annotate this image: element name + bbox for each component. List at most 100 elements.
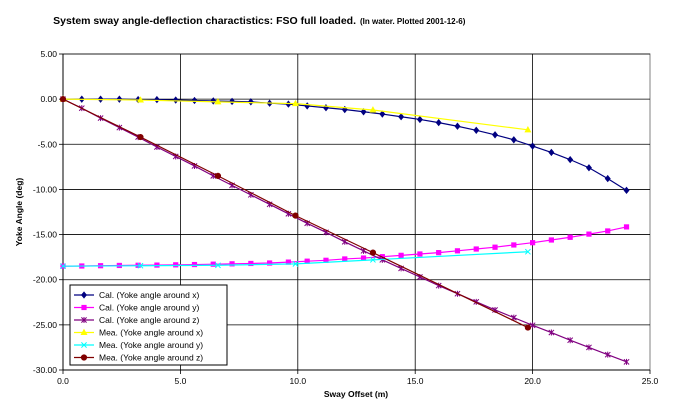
legend-swatch-marker — [81, 317, 87, 323]
series-line — [62, 251, 528, 267]
data-point — [585, 164, 592, 172]
data-point — [191, 96, 198, 105]
legend-item: Mea. (Yoke angle around z) — [74, 353, 203, 363]
data-point — [604, 174, 611, 183]
data-point — [548, 329, 555, 336]
x-axis-label: Sway Offset (m) — [324, 389, 388, 399]
data-point — [291, 99, 299, 107]
legend-item: Cal. (Yoke angle around y) — [74, 303, 200, 313]
data-point — [435, 118, 442, 127]
data-point — [604, 351, 611, 358]
data-point — [585, 344, 592, 351]
y-tick-label: -30.00 — [33, 365, 57, 375]
data-point — [136, 96, 144, 103]
data-point — [623, 186, 630, 195]
data-point — [416, 115, 423, 124]
x-tick-label: 10.0 — [290, 376, 307, 386]
data-point — [267, 260, 273, 266]
data-point — [137, 133, 144, 141]
data-point — [623, 224, 630, 230]
data-point — [398, 252, 404, 258]
data-point — [473, 246, 479, 252]
data-point — [153, 95, 160, 104]
data-point — [248, 260, 254, 267]
data-point — [214, 172, 222, 179]
legend-swatch-marker — [81, 342, 87, 348]
data-point — [492, 131, 499, 139]
legend-label: Cal. (Yoke angle around z) — [99, 315, 200, 325]
legend-swatch-marker — [80, 328, 88, 336]
legend-swatch-marker — [81, 304, 87, 311]
data-point — [369, 106, 377, 113]
data-point — [586, 231, 592, 237]
data-point — [398, 113, 405, 121]
data-point — [173, 262, 179, 268]
legend: Cal. (Yoke angle around x) Cal. (Yoke ang… — [69, 284, 228, 366]
data-point — [567, 234, 573, 240]
series-6 — [59, 96, 532, 331]
data-point — [369, 256, 376, 263]
data-point — [524, 126, 532, 133]
y-tick-label: -5.00 — [38, 139, 58, 149]
x-tick-label: 0.0 — [57, 376, 69, 386]
legend-item: Mea. (Yoke angle around x) — [74, 328, 203, 338]
data-point — [492, 244, 498, 250]
data-point — [524, 248, 531, 255]
chart-title: System sway angle-deflection charactisti… — [53, 15, 356, 27]
data-point — [116, 95, 123, 103]
data-point — [567, 155, 574, 164]
data-point — [605, 228, 611, 234]
data-point — [548, 148, 555, 157]
x-tick-label: 20.0 — [524, 376, 541, 386]
series-layer — [59, 95, 630, 365]
y-tick-label: 5.00 — [40, 49, 57, 59]
series-line — [62, 98, 529, 329]
legend-label: Cal. (Yoke angle around x) — [99, 290, 200, 300]
data-point — [369, 249, 377, 256]
axes — [59, 53, 651, 374]
data-point — [524, 324, 532, 331]
data-point — [529, 142, 536, 150]
x-tick-label: 5.0 — [174, 376, 186, 386]
y-tick-label: -15.00 — [33, 230, 57, 240]
data-point — [529, 240, 536, 246]
data-point — [191, 261, 198, 268]
x-tick-label: 15.0 — [407, 376, 424, 386]
data-point — [454, 248, 461, 254]
data-point — [417, 251, 423, 257]
legend-label: Mea. (Yoke angle around z) — [99, 353, 203, 363]
data-point — [511, 242, 517, 248]
data-point — [342, 256, 348, 262]
data-point — [210, 97, 217, 105]
legend-item: Cal. (Yoke angle around x) — [74, 290, 200, 300]
chart-subtitle: (In water. Plotted 2001-12-6) — [360, 17, 466, 26]
series-5 — [60, 248, 531, 270]
data-point — [473, 126, 480, 134]
data-point — [292, 212, 299, 219]
data-point — [229, 97, 236, 106]
data-point — [454, 122, 461, 130]
data-point — [229, 261, 235, 267]
legend-item: Mea. (Yoke angle around y) — [74, 340, 203, 350]
data-point — [623, 358, 630, 365]
data-point — [247, 98, 254, 106]
legend-box — [69, 284, 228, 366]
y-tick-label: -10.00 — [33, 184, 57, 194]
data-point — [60, 263, 66, 270]
data-point — [210, 261, 216, 267]
legend-swatch-marker — [81, 291, 87, 299]
data-point — [292, 260, 299, 267]
data-point — [215, 262, 221, 269]
y-tick-label: -20.00 — [33, 275, 57, 285]
data-point — [436, 250, 442, 256]
data-point — [172, 96, 179, 104]
data-point — [59, 96, 67, 103]
legend-item: Cal. (Yoke angle around z) — [74, 315, 200, 325]
legend-label: Cal. (Yoke angle around y) — [99, 303, 200, 313]
data-point — [379, 110, 386, 118]
series-line — [62, 98, 528, 131]
data-point — [360, 255, 367, 261]
y-axis-label: Yoke Angle (deg) — [14, 178, 24, 247]
